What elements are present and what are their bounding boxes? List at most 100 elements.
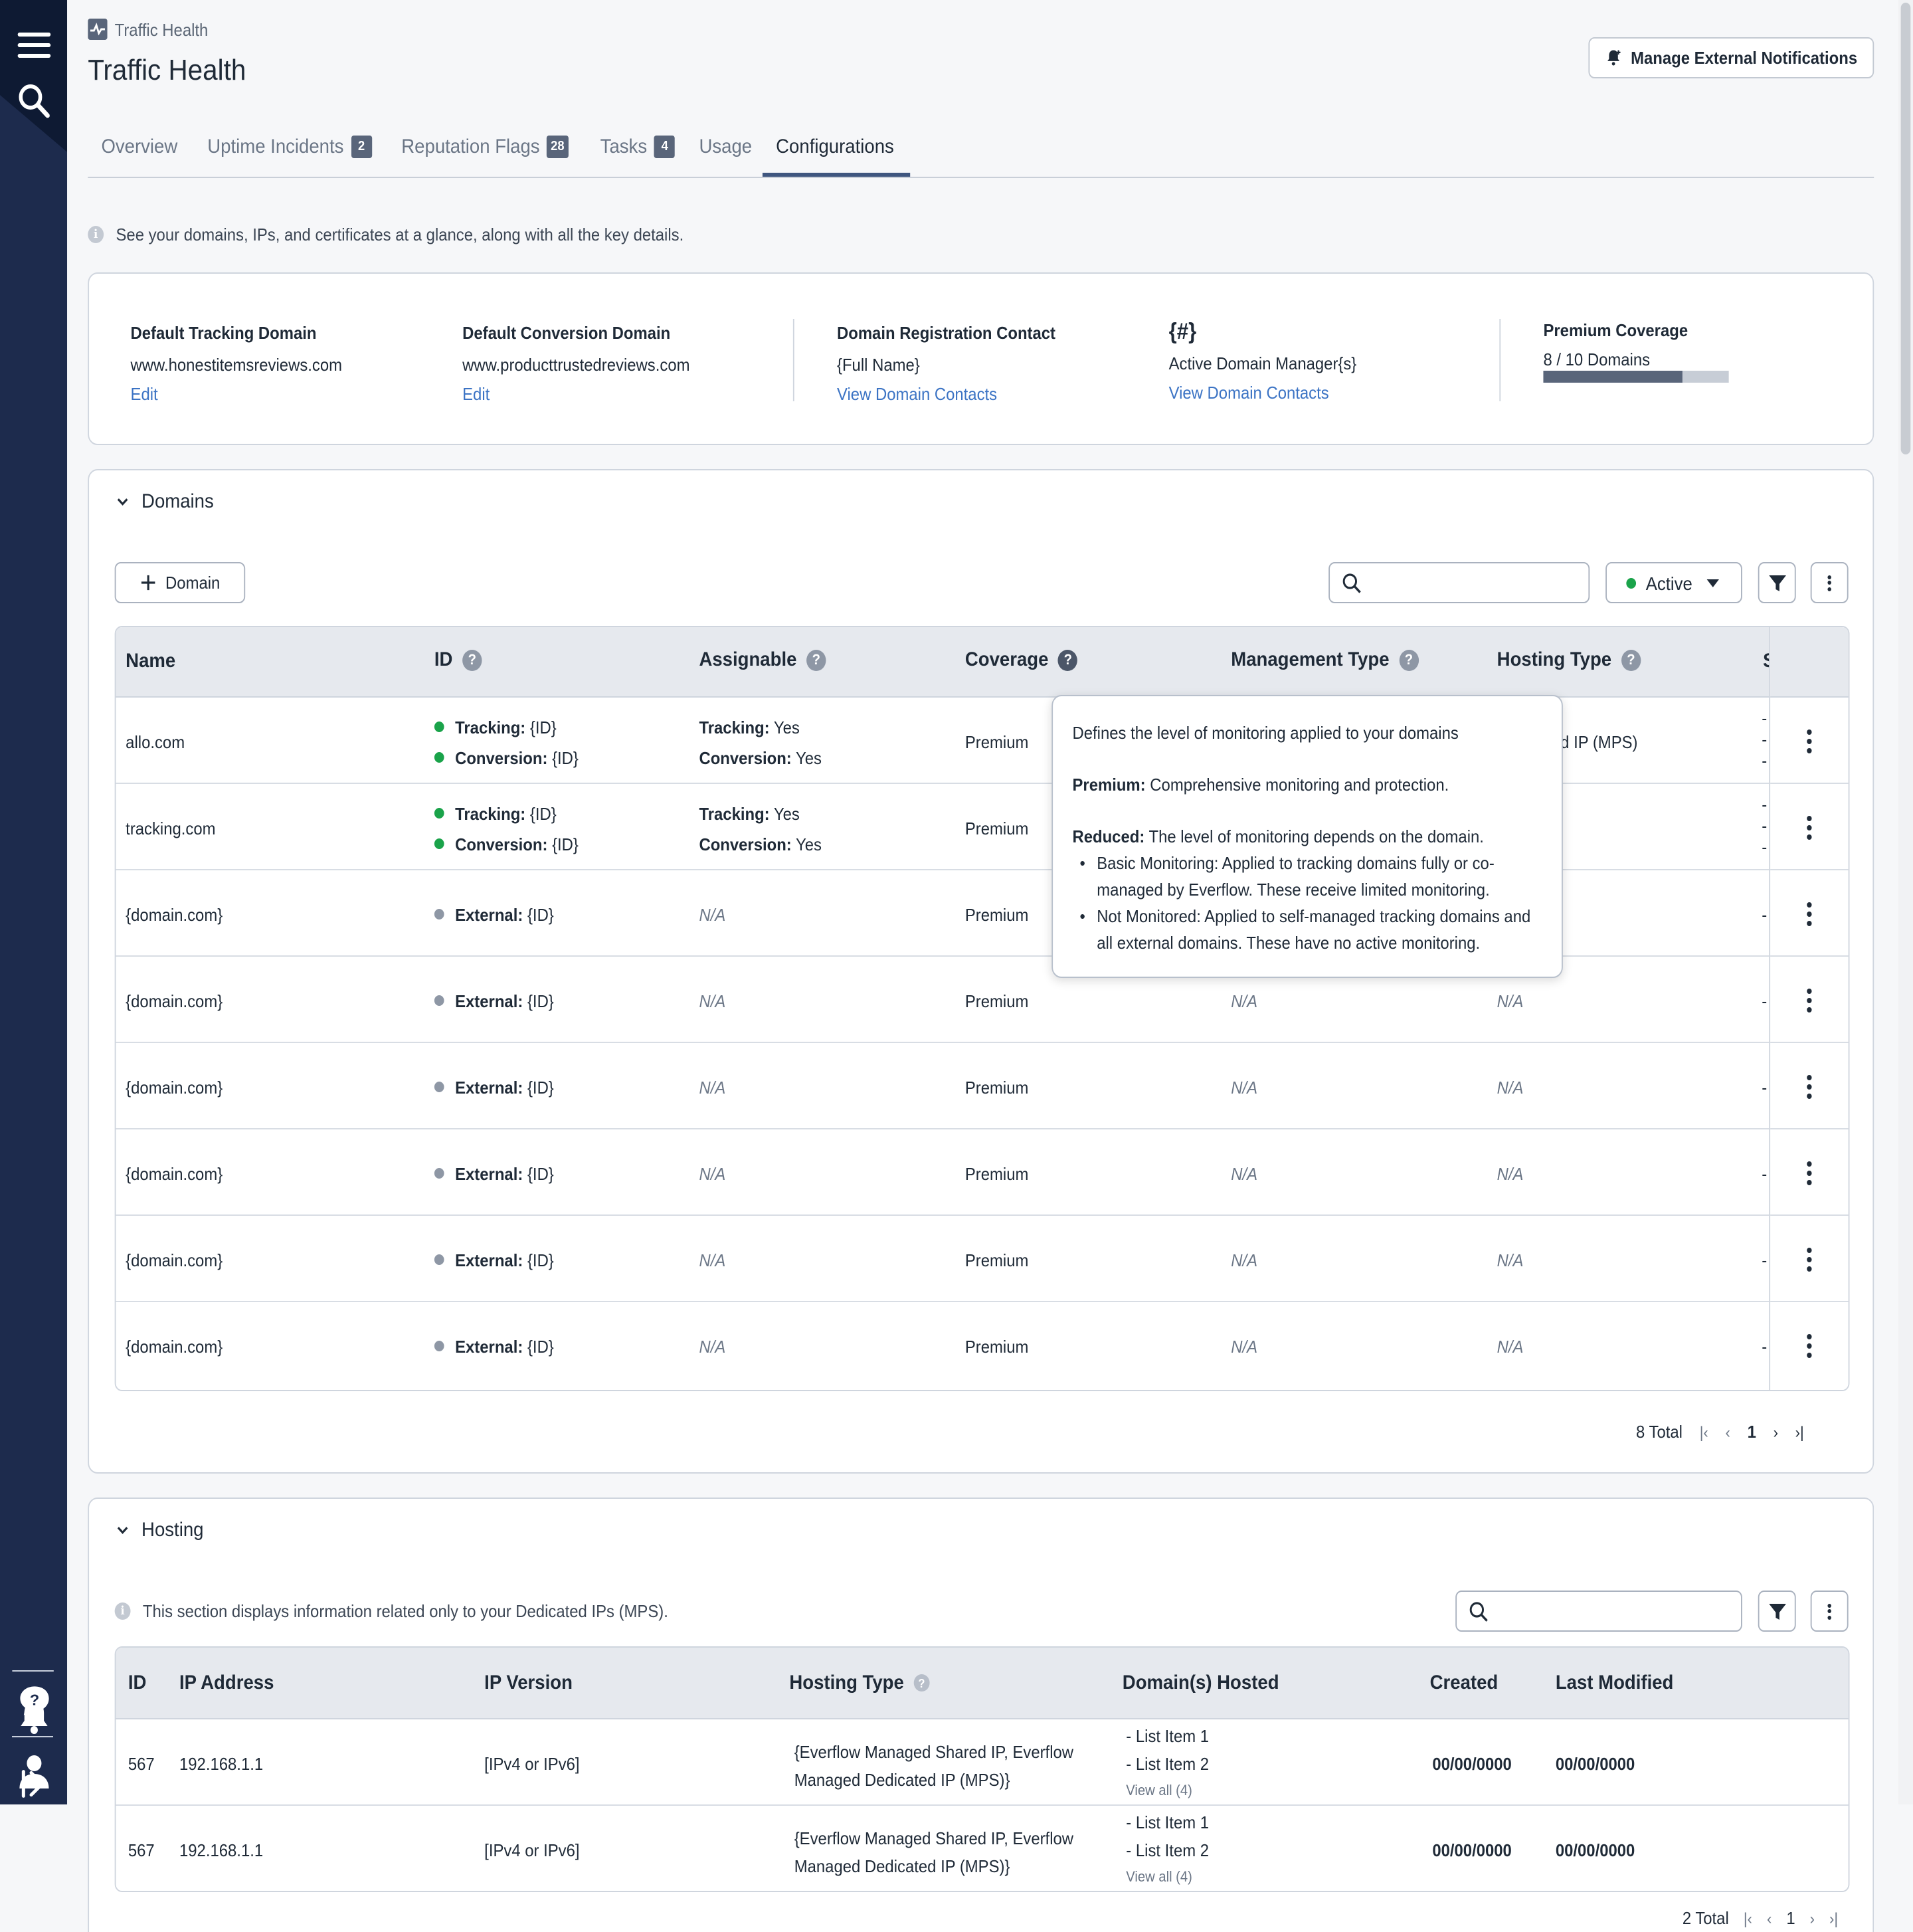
status-dot bbox=[1626, 577, 1637, 588]
hosting-total: 2 Total bbox=[1682, 1908, 1729, 1928]
bell-icon[interactable] bbox=[16, 1697, 52, 1737]
host-domain-item: - List Item 2 bbox=[1126, 1754, 1210, 1774]
domain-name-link[interactable]: {domain.com} bbox=[126, 1250, 223, 1270]
col-coverage-label: Coverage bbox=[964, 648, 1049, 671]
menu-icon[interactable] bbox=[16, 25, 52, 65]
domain-name-link[interactable]: {domain.com} bbox=[126, 1078, 223, 1098]
question-icon[interactable]: ? bbox=[806, 649, 826, 670]
hosting-search-field[interactable] bbox=[1488, 1592, 1742, 1630]
first-page-icon[interactable]: |‹ bbox=[1699, 1422, 1708, 1441]
row-menu-kebab-icon[interactable] bbox=[1807, 1334, 1812, 1358]
domains-pagination: 8 Total |‹ ‹ 1 › ›| bbox=[1636, 1422, 1804, 1442]
question-icon[interactable]: ? bbox=[913, 1674, 930, 1691]
domain-name-link[interactable]: {domain.com} bbox=[126, 991, 223, 1011]
domains-search-field[interactable] bbox=[1361, 563, 1589, 602]
view-domain-managers-link[interactable]: View Domain Contacts bbox=[1168, 383, 1329, 403]
prev-page-icon[interactable]: ‹ bbox=[1766, 1909, 1772, 1927]
registration-contact-label: Domain Registration Contact bbox=[836, 323, 1056, 343]
status-dot bbox=[434, 1082, 444, 1092]
status-filter-select[interactable]: Active bbox=[1605, 562, 1742, 603]
domain-name-link[interactable]: allo.com bbox=[126, 732, 185, 752]
row-menu-kebab-icon[interactable] bbox=[1807, 729, 1812, 753]
host-view-all-link[interactable]: View all (4) bbox=[1126, 1783, 1192, 1799]
current-page[interactable]: 1 bbox=[1747, 1422, 1756, 1442]
first-page-icon[interactable]: |‹ bbox=[1743, 1909, 1752, 1927]
host-domain-item: - List Item 1 bbox=[1126, 1726, 1210, 1746]
conversion-domain-edit-link[interactable]: Edit bbox=[462, 384, 490, 404]
host-view-all-link[interactable]: View all (4) bbox=[1126, 1870, 1192, 1885]
hosting-search-input[interactable] bbox=[1455, 1591, 1742, 1632]
hosting-more-button[interactable] bbox=[1810, 1591, 1849, 1632]
domain-id-key: External: bbox=[455, 1337, 523, 1357]
domain-name-link[interactable]: {domain.com} bbox=[126, 1164, 223, 1184]
host-created: 00/00/0000 bbox=[1432, 1840, 1512, 1860]
q17-icon bbox=[17, 1804, 51, 1806]
user-icon[interactable] bbox=[16, 1751, 52, 1791]
row-menu-kebab-icon[interactable] bbox=[1807, 1248, 1812, 1272]
col-assignable-label: Assignable bbox=[699, 648, 797, 671]
table-row: {domain.com} External: {ID} N/A Premium N/A N… bbox=[116, 957, 1849, 1043]
tracking-domain-edit-link[interactable]: Edit bbox=[130, 384, 158, 404]
prev-page-icon[interactable]: ‹ bbox=[1725, 1422, 1730, 1441]
left-rail bbox=[0, 0, 68, 1804]
tab-reputation-flags[interactable]: Reputation Flags 28 bbox=[401, 136, 569, 158]
last-page-icon[interactable]: ›| bbox=[1795, 1422, 1804, 1441]
scrollbar-thumb[interactable] bbox=[1900, 3, 1911, 454]
host-ip-link[interactable]: 192.168.1.1 bbox=[179, 1840, 264, 1860]
next-page-icon[interactable]: › bbox=[1809, 1909, 1815, 1927]
row-menu-kebab-icon[interactable] bbox=[1807, 816, 1812, 840]
status-dot bbox=[434, 1341, 444, 1351]
row-menu-kebab-icon[interactable] bbox=[1807, 989, 1812, 1013]
row-menu-kebab-icon[interactable] bbox=[1807, 1075, 1812, 1099]
tab-usage[interactable]: Usage bbox=[699, 136, 752, 158]
domains-section-toggle[interactable]: Domains bbox=[116, 490, 214, 513]
chevron-down-icon bbox=[117, 1527, 128, 1535]
question-icon[interactable]: ? bbox=[462, 649, 482, 670]
tooltip-premium: Premium: Comprehensive monitoring and pr… bbox=[1072, 772, 1542, 799]
col-ip-address: IP Address bbox=[179, 1672, 274, 1694]
row-menu-kebab-icon[interactable] bbox=[1807, 902, 1812, 926]
breadcrumb[interactable]: Traffic Health bbox=[88, 19, 208, 40]
assignable-value: Yes bbox=[795, 748, 822, 768]
domain-name-link[interactable]: {domain.com} bbox=[126, 1337, 223, 1357]
current-page[interactable]: 1 bbox=[1786, 1908, 1795, 1928]
question-icon[interactable]: ? bbox=[1058, 649, 1078, 670]
table-row: {domain.com} External: {ID} N/A Premium - bbox=[116, 870, 1849, 957]
domain-s-value: - bbox=[1762, 905, 1768, 925]
domains-filter-button[interactable] bbox=[1758, 562, 1796, 603]
row-menu-kebab-icon[interactable] bbox=[1807, 1161, 1812, 1185]
domains-search-input[interactable] bbox=[1328, 562, 1590, 603]
host-ip-link[interactable]: 192.168.1.1 bbox=[179, 1754, 264, 1774]
domain-management-type: N/A bbox=[1231, 1337, 1258, 1357]
hosting-table: ID IP Address IP Version Hosting Type? D… bbox=[114, 1646, 1850, 1892]
summary-card: Default Tracking Domain www.honestitemsr… bbox=[88, 272, 1874, 445]
domain-id-value: {ID} bbox=[529, 804, 557, 824]
tab-overview[interactable]: Overview bbox=[101, 136, 177, 158]
tab-configurations[interactable]: Configurations bbox=[776, 136, 894, 158]
tab-uptime-incidents[interactable]: Uptime Incidents 2 bbox=[207, 136, 372, 158]
domain-hosting-type: N/A bbox=[1497, 991, 1524, 1011]
question-icon[interactable]: ? bbox=[1621, 649, 1641, 670]
hosting-filter-button[interactable] bbox=[1758, 1591, 1796, 1632]
search-icon[interactable] bbox=[16, 81, 52, 121]
domain-name-link[interactable]: tracking.com bbox=[126, 819, 216, 838]
hosting-section-toggle[interactable]: Hosting bbox=[116, 1519, 203, 1541]
plus-icon bbox=[141, 575, 155, 591]
host-id: 567 bbox=[128, 1840, 155, 1860]
tab-tasks[interactable]: Tasks 4 bbox=[600, 136, 676, 158]
page-scrollbar[interactable] bbox=[1898, 0, 1913, 1804]
add-domain-button[interactable]: Domain bbox=[114, 562, 246, 603]
assignable-key: Conversion: bbox=[699, 748, 792, 768]
domain-assignable: Tracking: Yes bbox=[699, 804, 799, 824]
domain-id-value: {ID} bbox=[527, 1250, 554, 1270]
view-domain-contacts-link[interactable]: View Domain Contacts bbox=[836, 384, 998, 404]
assignable-value: Yes bbox=[773, 804, 800, 824]
last-page-icon[interactable]: ›| bbox=[1829, 1909, 1839, 1927]
next-page-icon[interactable]: › bbox=[1773, 1422, 1778, 1441]
manage-notifications-button[interactable]: Manage External Notifications bbox=[1588, 37, 1874, 78]
conversion-domain-value: www.producttrustedreviews.com bbox=[462, 355, 690, 375]
question-icon[interactable]: ? bbox=[1399, 649, 1419, 670]
host-last-modified: 00/00/0000 bbox=[1555, 1754, 1635, 1774]
domain-name-link[interactable]: {domain.com} bbox=[126, 905, 223, 925]
domains-more-button[interactable] bbox=[1810, 562, 1849, 603]
